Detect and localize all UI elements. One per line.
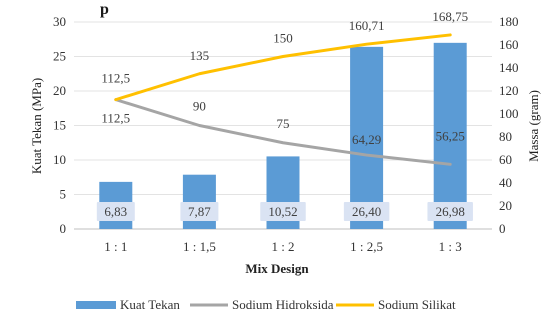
chart-title-fragment: p [100,1,109,18]
legend-label: Sodium Hidroksida [232,297,334,312]
x-tick-label: 1 : 1,5 [183,239,216,254]
left-axis: 0 5 10 15 20 25 30 [53,14,66,236]
data-label: 7,87 [188,204,211,219]
right-tick-label: 120 [499,83,519,98]
data-label: 150 [273,31,293,46]
left-tick-label: 25 [53,49,66,64]
data-label: 135 [190,48,210,63]
left-tick-label: 5 [60,187,67,202]
data-label: 10,52 [268,204,297,219]
data-label: 26,40 [352,204,381,219]
right-tick-label: 160 [499,37,519,52]
data-label-box [343,202,390,221]
data-label: 168,75 [432,9,468,24]
series-line [114,33,452,102]
left-tick-label: 10 [53,152,66,167]
data-label-box [96,202,135,221]
legend-swatch [76,301,116,309]
data-label: 75 [277,116,290,131]
bar-series [99,42,467,230]
bar [350,46,384,230]
series-line [114,98,452,166]
right-tick-label: 140 [499,60,519,75]
data-labels: 6,83 7,87 10,52 26,40 26,98 112,5 90 75 64,29 56,… [96,9,473,221]
data-label-box [260,202,306,221]
data-label: 112,5 [101,71,130,86]
left-tick-label: 20 [53,83,66,98]
x-tick-label: 1 : 2 [271,239,294,254]
data-label: 160,71 [349,18,385,33]
right-tick-label: 0 [499,221,506,236]
right-tick-label: 40 [499,175,512,190]
line-series [114,33,452,166]
data-label: 6,83 [104,204,127,219]
legend: Kuat Tekan Sodium Hidroksida Sodium Silika… [76,297,456,312]
right-tick-label: 80 [499,129,512,144]
data-label-box [427,202,473,221]
right-tick-label: 20 [499,198,512,213]
x-axis: 1 : 1 1 : 1,5 1 : 2 1 : 2,5 1 : 3 [104,239,462,254]
right-tick-label: 60 [499,152,512,167]
data-label-box [180,202,219,221]
x-axis-title: Mix Design [245,261,309,276]
data-label: 26,98 [436,204,465,219]
left-tick-label: 30 [53,14,66,29]
right-tick-label: 100 [499,106,519,121]
data-label: 90 [193,99,206,114]
legend-label: Sodium Silikat [378,297,456,312]
right-axis-title: Massa (gram) [526,90,541,162]
data-label: 112,5 [101,111,130,126]
bar [433,42,467,230]
left-axis-title: Kuat Tekan (MPa) [29,78,44,174]
x-tick-label: 1 : 3 [439,239,462,254]
left-tick-label: 15 [53,118,66,133]
legend-label: Kuat Tekan [120,297,180,312]
x-tick-label: 1 : 1 [104,239,127,254]
data-label: 64,29 [352,132,381,147]
data-label: 56,25 [436,128,465,143]
x-tick-label: 1 : 2,5 [350,239,383,254]
right-axis: 0 20 40 60 80 100 120 140 160 180 [499,14,519,236]
left-tick-label: 0 [60,221,67,236]
right-tick-label: 180 [499,14,519,29]
